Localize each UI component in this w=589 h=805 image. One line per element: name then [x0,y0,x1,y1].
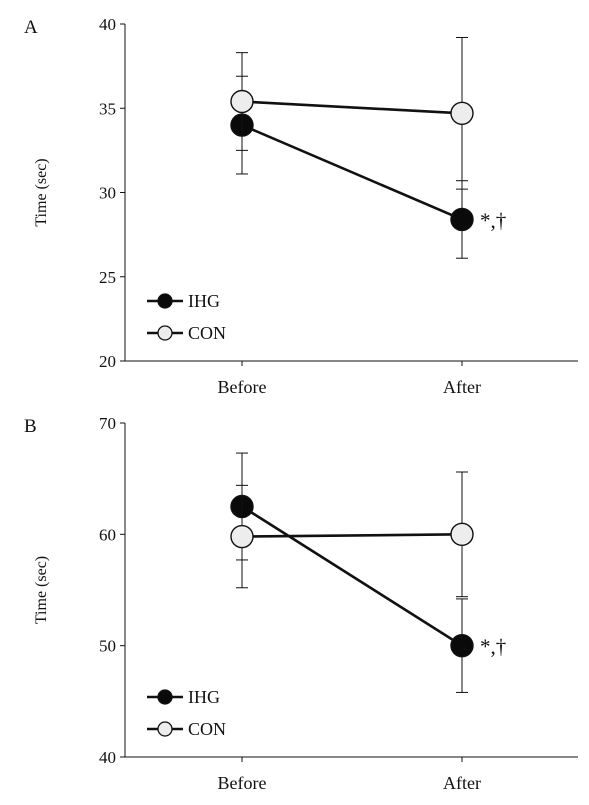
data-point [450,207,474,232]
legend-item-con: CON [147,719,226,739]
chart-panel-b: B 40 50 60 70 Before After Time (sec) *,† IHG CON [24,414,578,793]
legend-item-ihg: IHG [147,291,220,311]
legend-marker [157,293,173,309]
legend-item-con: CON [147,323,226,343]
legend-label: CON [188,323,226,343]
data-point [450,522,474,547]
y-tick-label: 35 [99,99,116,118]
data-point [230,524,254,549]
y-tick-label: 70 [99,414,116,433]
legend-label: CON [188,719,226,739]
chart-panel-a: A 20 25 30 35 40 Before After Time (sec) *,† IHG CO… [24,15,578,397]
series-con [230,471,474,598]
y-tick-label: 25 [99,268,116,287]
legend-label: IHG [188,687,220,707]
panel-label: A [24,17,38,38]
y-axis-label: Time (sec) [33,556,50,624]
y-tick-label: 50 [99,637,116,656]
legend-marker [157,325,173,341]
legend-marker [157,721,173,737]
y-tick-label: 20 [99,352,116,371]
series-line [241,100,463,115]
legend-label: IHG [188,291,220,311]
series-con [230,36,474,190]
y-tick-label: 40 [99,748,116,767]
x-tick-label: Before [218,377,267,397]
series-line [241,123,463,221]
legend-marker [157,689,173,705]
series-line [241,505,463,647]
x-tick-label: After [443,377,481,397]
data-point [230,89,254,114]
series-line [241,533,463,538]
x-tick-label: Before [218,773,267,793]
y-tick-label: 60 [99,525,116,544]
data-point [450,101,474,126]
significance-annotation: *,† [480,635,506,659]
panel-label: B [24,416,37,437]
data-point [450,633,474,658]
significance-annotation: *,† [480,208,506,232]
x-tick-label: After [443,773,481,793]
y-tick-label: 40 [99,15,116,34]
y-tick-label: 30 [99,184,116,203]
legend-item-ihg: IHG [147,687,220,707]
y-axis-label: Time (sec) [33,158,50,226]
series-ihg [230,452,474,693]
